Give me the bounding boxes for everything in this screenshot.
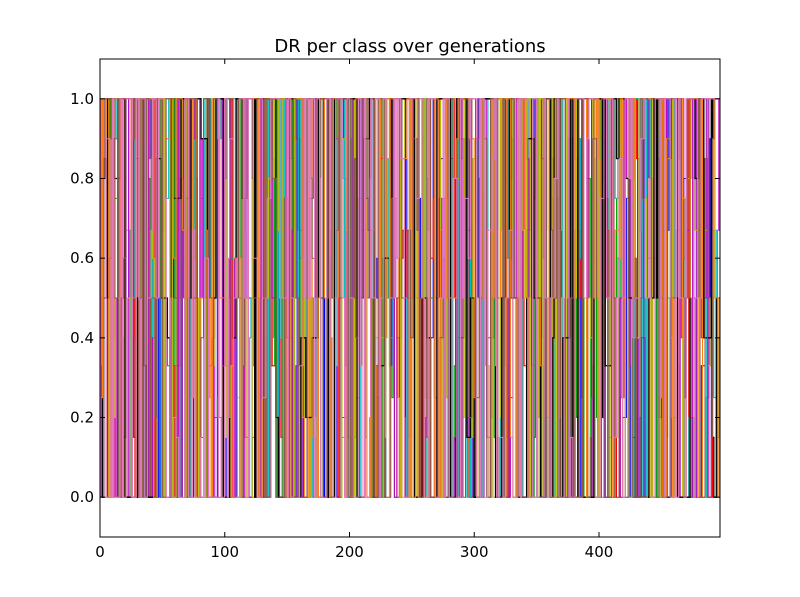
x-tick-label: 100 (210, 543, 239, 561)
chart-title: DR per class over generations (274, 36, 545, 57)
x-axis: 0 100 200 300 400 (95, 59, 613, 561)
x-tick-label: 300 (460, 543, 489, 561)
series-line-10 (100, 98, 720, 498)
y-tick-label: 0.4 (70, 329, 94, 347)
y-tick-label: 1.0 (70, 90, 94, 108)
plot-area (100, 98, 720, 498)
y-tick-label: 0.2 (70, 409, 94, 427)
y-axis: 0.0 0.2 0.4 0.6 0.8 1.0 (70, 90, 720, 506)
y-tick-label: 0.0 (70, 488, 94, 506)
plot-frame (99, 58, 721, 538)
y-tick-label: 0.8 (70, 170, 94, 188)
y-tick-label: 0.6 (70, 249, 94, 267)
x-tick-label: 200 (335, 543, 364, 561)
x-tick-label: 0 (95, 543, 105, 561)
x-tick-label: 400 (585, 543, 614, 561)
